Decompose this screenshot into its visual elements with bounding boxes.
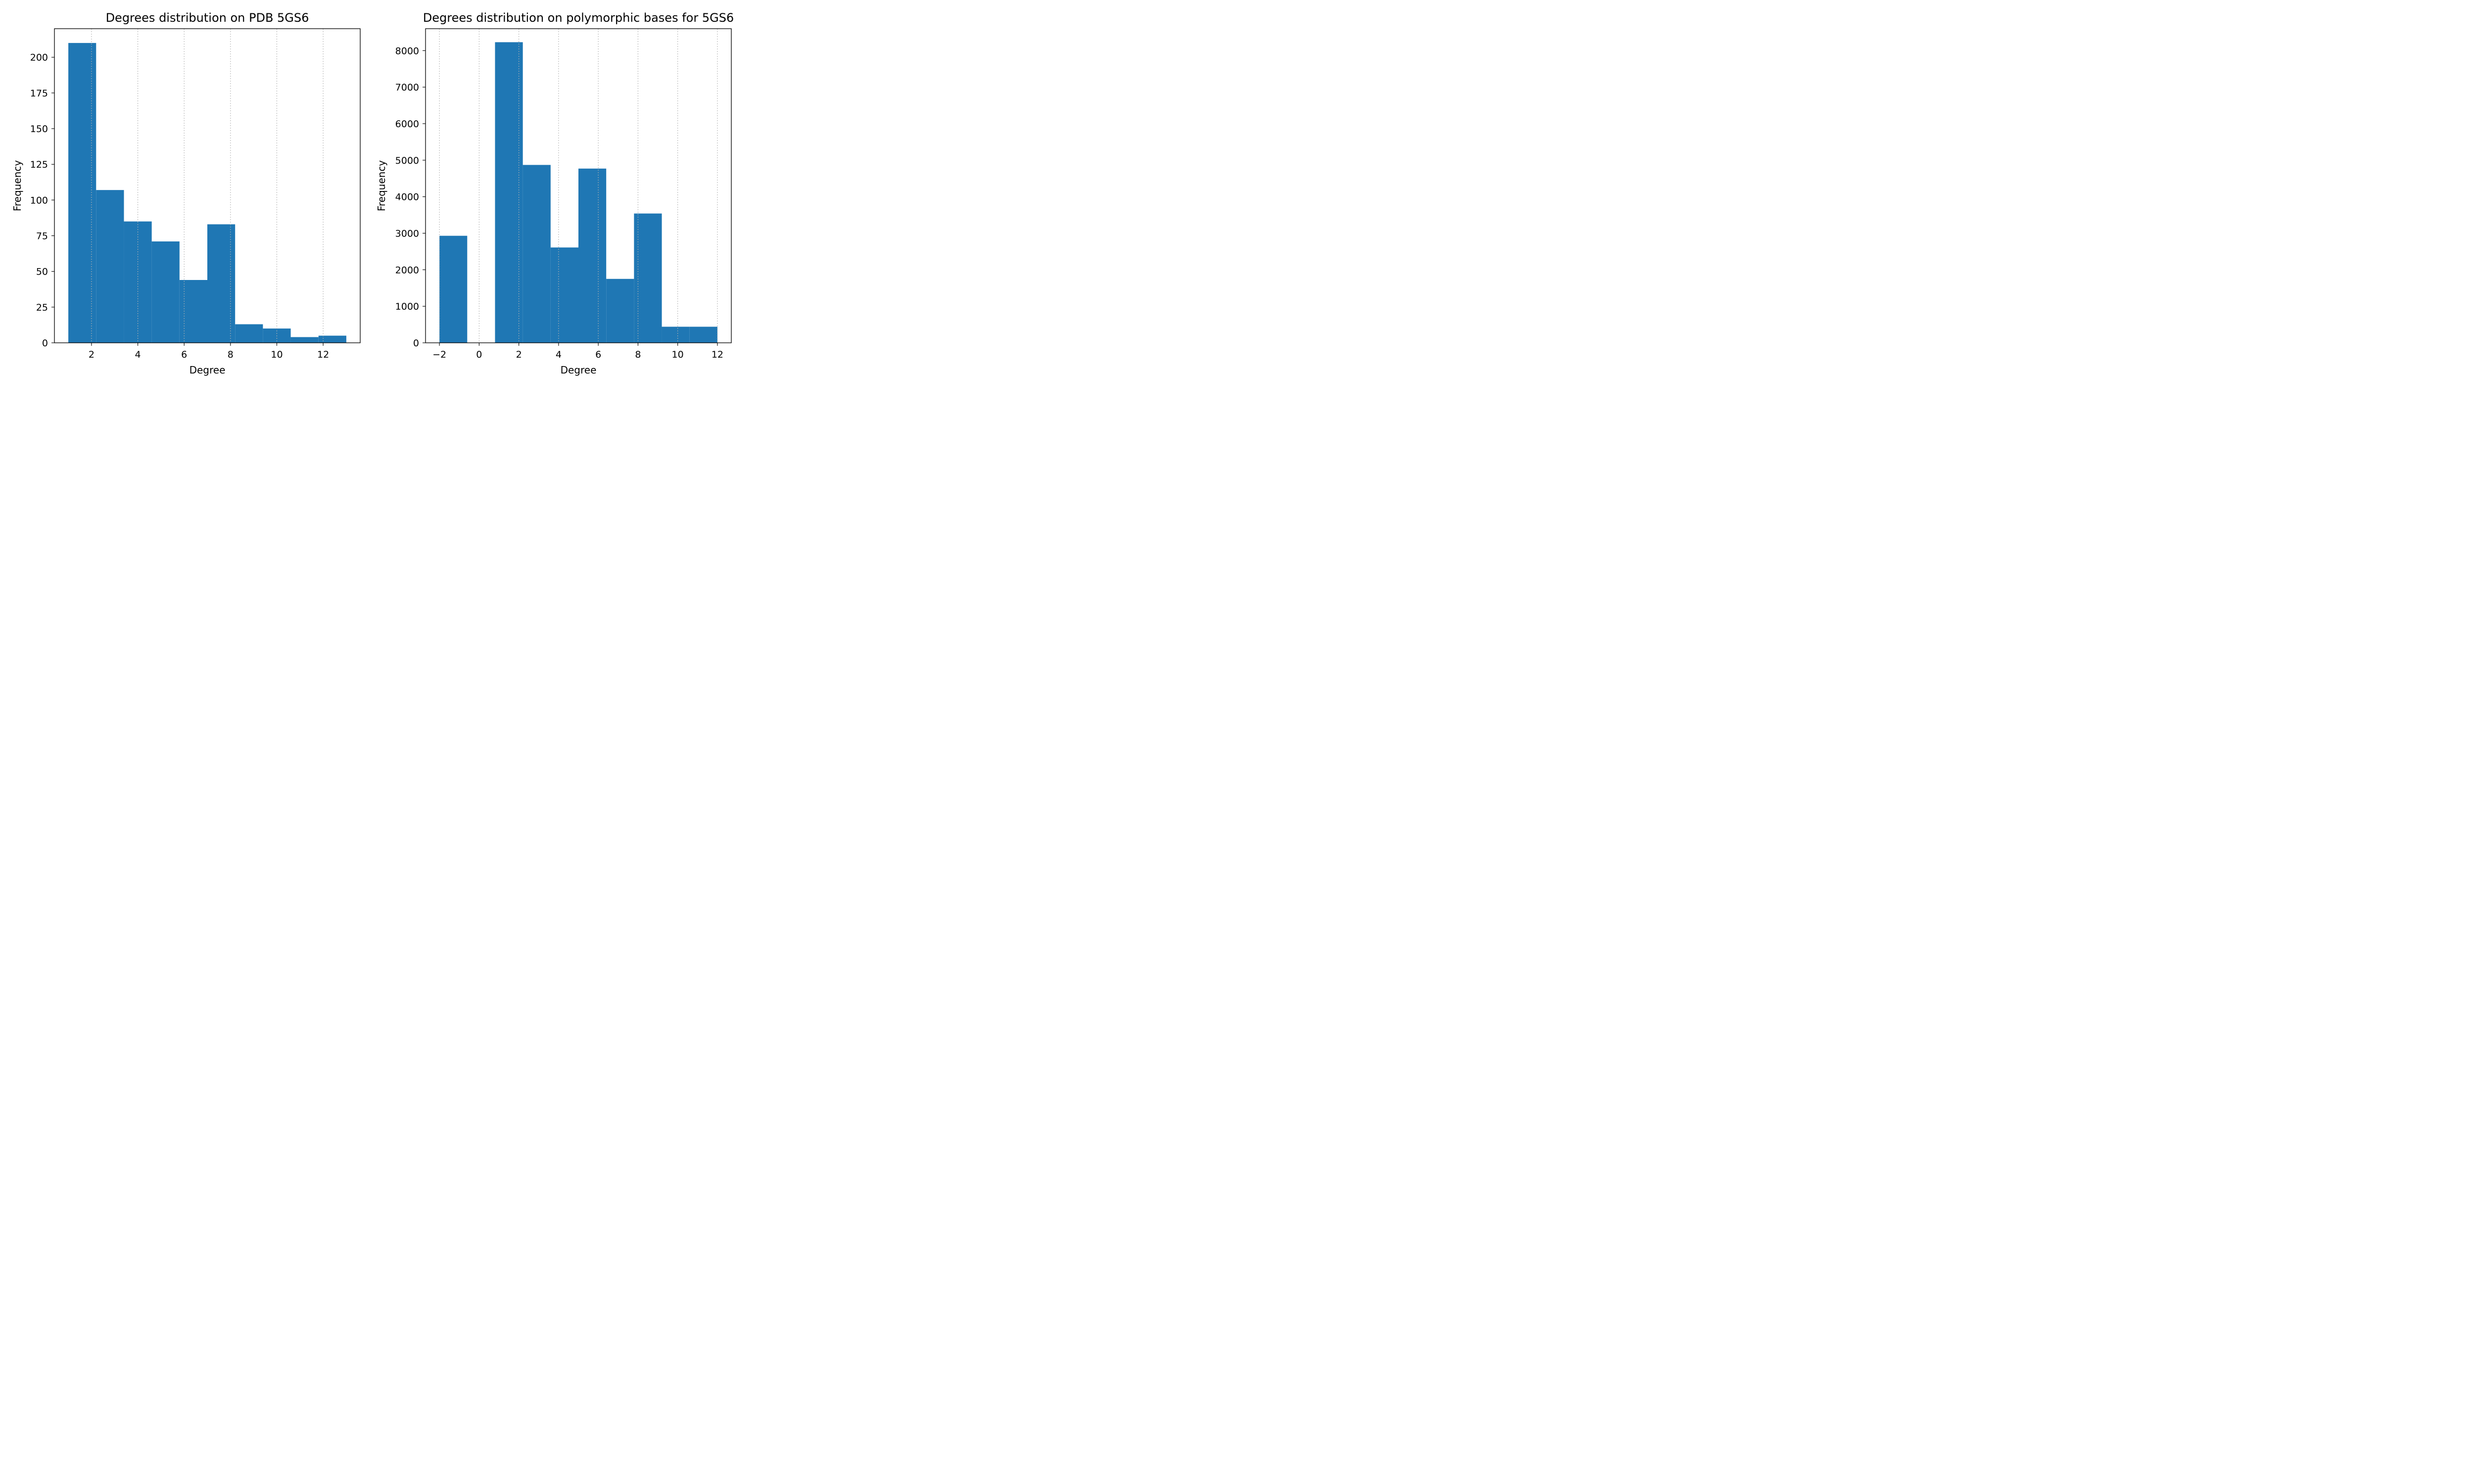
chart-1-title: Degrees distribution on PDB 5GS6 (106, 11, 309, 25)
chart-2-bar-1 (439, 235, 468, 343)
chart-1-plot-frame (54, 28, 361, 343)
chart-1-y-tick-label-4: 75 (36, 231, 48, 242)
chart-1-x-tick-label-2: 4 (135, 349, 141, 360)
chart-2-y-tick-label-7: 6000 (395, 119, 419, 130)
chart-2-y-axis-label: Frequency (376, 160, 387, 211)
chart-2-title: Degrees distribution on polymorphic base… (423, 11, 734, 25)
chart-1-x-tick-label-5: 10 (271, 349, 283, 360)
chart-2-bar-5 (550, 247, 578, 343)
chart-2-x-tick-label-5: 6 (595, 349, 601, 360)
chart-2-y-tick-label-5: 4000 (395, 192, 419, 203)
chart-1-y-tick-label-9: 200 (30, 52, 48, 63)
chart-1-bar-1 (68, 43, 96, 343)
chart-2-y-tick-label-6: 5000 (395, 155, 419, 166)
chart-1-bar-10 (318, 335, 346, 343)
chart-2-bar-10 (689, 326, 717, 343)
chart-2-bar-9 (662, 326, 690, 343)
chart-2-y-tick-label-8: 7000 (395, 82, 419, 93)
chart-2-bar-3 (495, 42, 523, 343)
chart-1-x-tick-label-3: 6 (181, 349, 187, 360)
chart-2-y-tick-label-2: 1000 (395, 301, 419, 312)
chart-1-y-tick-label-7: 150 (30, 124, 48, 135)
chart-1-y-axis-label: Frequency (11, 160, 23, 211)
chart-1-x-tick-label-6: 12 (317, 349, 329, 360)
chart-2-x-tick-label-2: 0 (476, 349, 482, 360)
chart-2-bar-7 (606, 278, 634, 343)
chart-1-bar-7 (235, 324, 263, 343)
chart-1-y-tick-label-3: 50 (36, 267, 48, 278)
chart-2-bar-6 (578, 168, 607, 343)
figure: 2 4 6 8 10 12 0 25 50 75 100 125 150 175 200 Degrees di… (0, 0, 767, 383)
chart-1-bar-4 (151, 241, 180, 343)
chart-1-x-axis-label: Degree (190, 364, 226, 376)
chart-2-x-tick-label-4: 4 (556, 349, 562, 360)
chart-2-x-tick-label-8: 12 (712, 349, 723, 360)
chart-2-x-tick-label-1: −2 (432, 349, 446, 360)
chart-2-y-tick-label-3: 2000 (395, 265, 419, 276)
chart-2-x-axis-label: Degree (561, 364, 597, 376)
chart-2-x-tick-label-7: 10 (672, 349, 684, 360)
chart-2-x-tick-label-3: 2 (516, 349, 522, 360)
chart-1-bar-9 (290, 337, 319, 343)
chart-1-x-tick-label-4: 8 (228, 349, 234, 360)
chart-1-y-tick-label-6: 125 (30, 159, 48, 170)
chart-1-y-tick-label-8: 175 (30, 88, 48, 99)
chart-2-y-tick-label-9: 8000 (395, 46, 419, 56)
chart-2-x-tick-label-6: 8 (635, 349, 641, 360)
chart-2-y-tick-label-1: 0 (413, 338, 419, 349)
chart-2-plot-frame (425, 28, 732, 343)
chart-2-bar-4 (523, 165, 551, 343)
chart-1-bar-2 (96, 190, 124, 343)
chart-1-bar-6 (207, 224, 236, 343)
chart-1-y-tick-label-2: 25 (36, 302, 48, 313)
chart-2-y-tick-label-4: 3000 (395, 228, 419, 239)
chart-1-y-tick-label-1: 0 (42, 338, 48, 349)
chart-1-bar-5 (179, 280, 207, 343)
chart-2-bar-8 (634, 213, 662, 343)
chart-1-x-tick-label-1: 2 (89, 349, 95, 360)
chart-1-y-tick-label-5: 100 (30, 195, 48, 206)
